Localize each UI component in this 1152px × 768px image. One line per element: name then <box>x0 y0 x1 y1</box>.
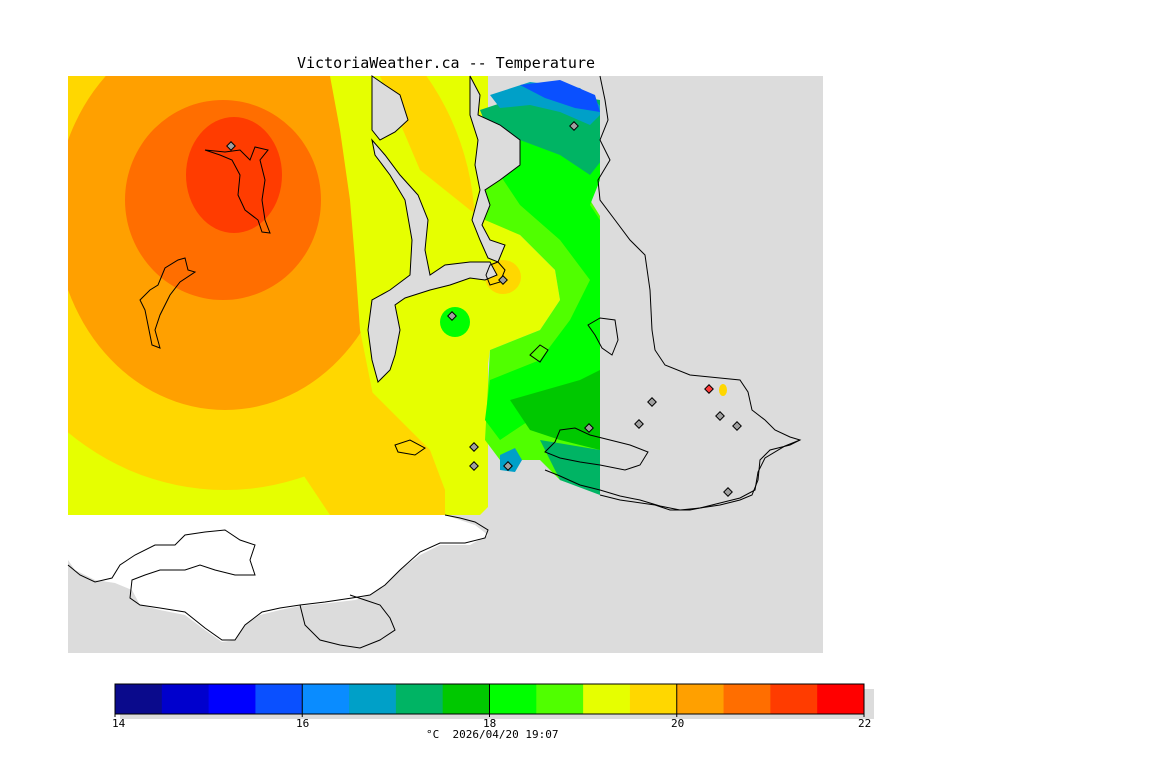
legend-caption: °C 2026/04/20 19:07 <box>426 728 559 741</box>
legend-swatch <box>536 684 584 714</box>
island-north <box>204 146 271 234</box>
lake-2 <box>529 344 549 363</box>
south-coast <box>67 514 489 641</box>
legend-swatch <box>302 684 350 714</box>
legend-swatch <box>255 684 303 714</box>
legend-swatch <box>489 684 537 714</box>
legend-swatch <box>115 684 163 714</box>
legend-ticks <box>114 684 865 717</box>
legend-swatch <box>676 684 725 714</box>
warm-spot <box>719 384 727 396</box>
legend-swatch <box>208 684 256 714</box>
harbour-inlet <box>544 427 649 471</box>
station-markers <box>226 121 742 497</box>
legend-swatch <box>395 684 444 714</box>
island-west <box>139 257 197 349</box>
legend-swatch <box>629 684 678 714</box>
map-title: VictoriaWeather.ca -- Temperature <box>297 54 596 72</box>
saanich-inlet <box>485 261 506 286</box>
legend-tick-label-18: 18 <box>483 717 497 730</box>
legend-swatch <box>349 684 397 714</box>
legend-color-bar <box>114 683 865 715</box>
legend-swatch <box>161 684 210 714</box>
legend-tick-label-16: 16 <box>296 717 310 730</box>
legend-tick-label-22: 22 <box>858 717 872 730</box>
legend-tick-label-20: 20 <box>671 717 685 730</box>
land-masks <box>367 75 823 653</box>
lake-1 <box>587 317 619 356</box>
coastlines <box>67 146 801 649</box>
legend-swatch <box>442 684 490 714</box>
legend-swatch <box>770 684 818 714</box>
bay-east <box>544 439 801 511</box>
legend-swatch <box>817 684 865 714</box>
island-strait <box>394 439 426 456</box>
south-inlet <box>299 594 396 649</box>
legend-swatch <box>583 684 631 714</box>
legend-tick-label-14: 14 <box>112 717 126 730</box>
legend-swatch <box>723 684 771 714</box>
